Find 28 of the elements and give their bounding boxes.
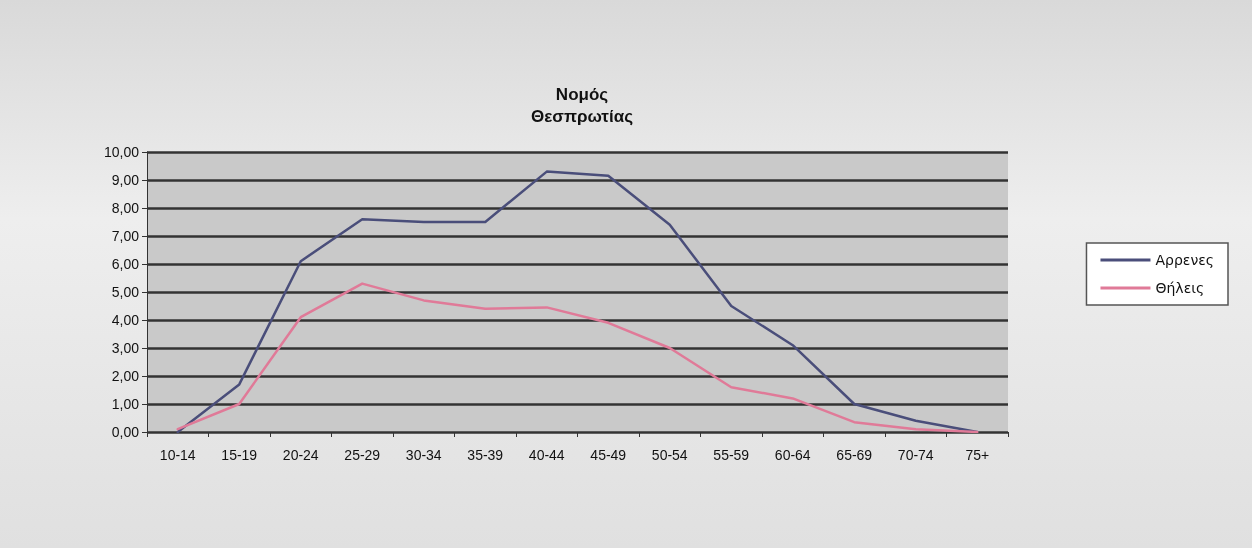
y-tick-label: 1,00 [111,396,140,412]
x-tick-label: 35-39 [467,447,504,463]
x-tick-label: 25-29 [344,447,381,463]
legend-label: Αρρενες [1155,252,1215,268]
x-tick-label: 10-14 [159,447,196,463]
y-tick-label: 7,00 [111,228,140,244]
x-tick-label: 15-19 [221,447,258,463]
x-tick-label: 40-44 [528,447,565,463]
x-tick-label: 55-59 [713,447,750,463]
chart-title: Νομός Θεσπρωτίας [531,84,634,126]
y-tick-label: 6,00 [111,256,140,272]
x-tick-label: 45-49 [590,447,627,463]
y-tick-label: 4,00 [111,312,140,328]
y-tick-label: 10,00 [103,144,140,160]
x-tick-label: 50-54 [651,447,688,463]
x-tick-label: 65-69 [836,447,873,463]
y-tick-label: 2,00 [111,368,140,384]
y-tick-label: 8,00 [111,200,140,216]
y-tick-label: 9,00 [111,172,140,188]
x-tick-label: 60-64 [774,447,811,463]
legend-label: Θήλεις [1155,280,1205,296]
y-tick-label: 3,00 [111,340,140,356]
x-tick-label: 30-34 [405,447,442,463]
x-tick-label: 75+ [965,447,990,463]
x-tick-label: 20-24 [282,447,319,463]
y-tick-label: 5,00 [111,284,140,300]
y-tick-label: 0,00 [111,424,140,440]
x-tick-label: 70-74 [897,447,934,463]
